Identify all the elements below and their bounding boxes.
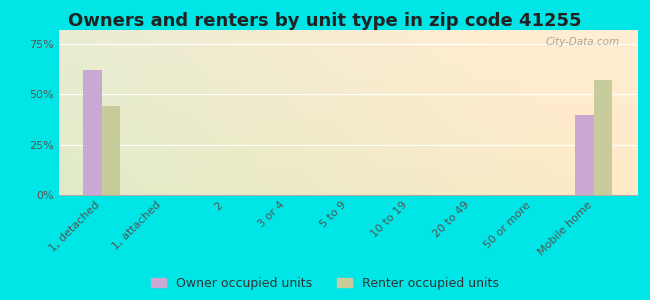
Bar: [575, 115, 594, 195]
Legend: Owner occupied units, Renter occupied units: Owner occupied units, Renter occupied un…: [148, 273, 502, 294]
Text: Owners and renters by unit type in zip code 41255: Owners and renters by unit type in zip c…: [68, 12, 582, 30]
Text: City-Data.com: City-Data.com: [545, 37, 619, 46]
Bar: [83, 70, 101, 195]
Bar: [101, 106, 120, 195]
Bar: [594, 80, 612, 195]
